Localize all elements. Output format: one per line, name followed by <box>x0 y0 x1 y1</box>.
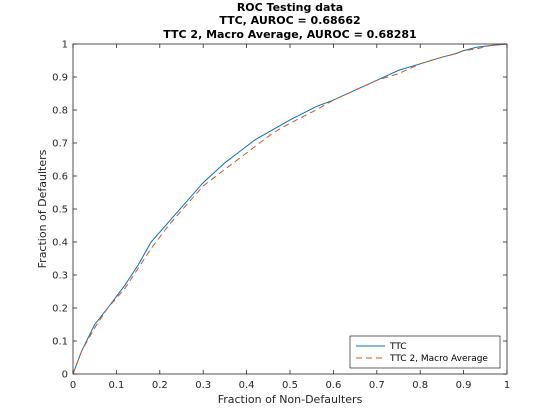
x-tick-label: 0.3 <box>195 380 211 391</box>
y-tick-label: 0.5 <box>52 205 68 216</box>
y-tick-label: 0.6 <box>52 172 68 183</box>
plot-area <box>73 44 507 374</box>
series-layer <box>72 43 508 375</box>
y-tick-label: 0.2 <box>52 304 68 315</box>
legend-label-ttc2: TTC 2, Macro Average <box>389 354 488 364</box>
chart-title-line-2: TTC, AUROC = 0.68662 <box>219 14 360 27</box>
y-tick-label: 0.8 <box>52 106 68 117</box>
ticks-layer: 0 0.1 0.2 0.3 0.4 0.5 0.6 0.7 0.8 0.9 1 0 0.1 0.2 0.3 0… <box>52 40 510 392</box>
y-tick-label: 0.4 <box>52 238 68 249</box>
x-tick-label: 0.7 <box>369 380 385 391</box>
y-tick-label: 0.1 <box>52 337 68 348</box>
x-axis-label: Fraction of Non-Defaulters <box>218 393 363 406</box>
x-tick-label: 1 <box>504 380 510 391</box>
legend: TTC TTC 2, Macro Average <box>349 335 501 369</box>
chart-title-line-3: TTC 2, Macro Average, AUROC = 0.68281 <box>163 28 416 41</box>
x-tick-label: 0.1 <box>108 380 124 391</box>
legend-box <box>349 335 501 369</box>
x-tick-label: 0 <box>70 380 76 391</box>
y-tick-label: 0.9 <box>52 73 68 84</box>
x-tick-label: 0.5 <box>282 380 298 391</box>
y-axis-label: Fraction of Defaulters <box>36 149 49 268</box>
y-tick-label: 0.3 <box>52 271 68 282</box>
x-tick-label: 0.9 <box>456 380 472 391</box>
axes-box <box>72 43 508 375</box>
x-tick-label: 0.2 <box>152 380 168 391</box>
x-tick-label: 0.4 <box>239 380 255 391</box>
legend-label-ttc: TTC <box>389 342 407 352</box>
x-tick-label: 0.6 <box>325 380 341 391</box>
y-tick-label: 0 <box>62 370 68 381</box>
y-tick-label: 0.7 <box>52 139 68 150</box>
series-line-1 <box>72 43 508 375</box>
x-tick-label: 0.8 <box>412 380 428 391</box>
chart-title-line-1: ROC Testing data <box>237 1 343 14</box>
y-tick-label: 1 <box>62 40 68 51</box>
